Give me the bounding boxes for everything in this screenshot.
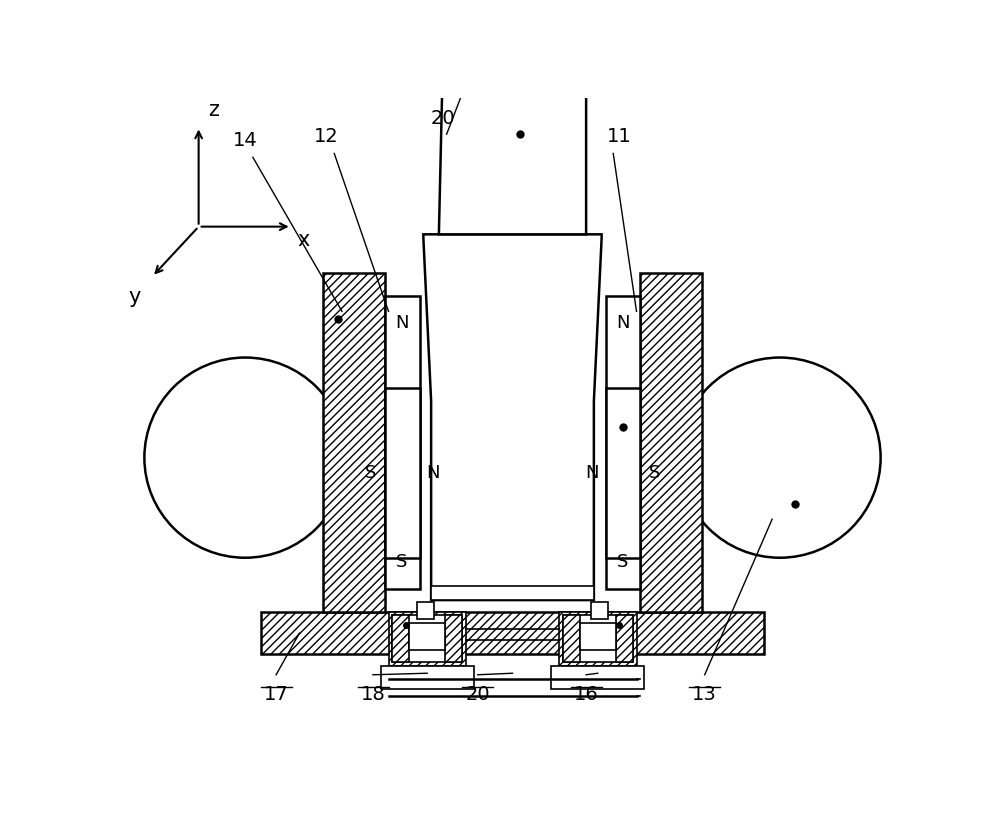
Text: N: N bbox=[585, 464, 598, 482]
Bar bbox=[323, 273, 385, 612]
Bar bbox=[392, 615, 462, 662]
Text: N: N bbox=[616, 314, 629, 332]
PathPatch shape bbox=[423, 234, 602, 600]
Bar bbox=[261, 612, 764, 654]
Text: x: x bbox=[298, 230, 310, 251]
Text: 12: 12 bbox=[314, 127, 339, 145]
Bar bbox=[385, 388, 420, 558]
Bar bbox=[388, 612, 466, 666]
Bar bbox=[385, 296, 420, 588]
Bar bbox=[445, 615, 462, 662]
Text: 17: 17 bbox=[264, 685, 288, 703]
Bar bbox=[417, 602, 434, 619]
Bar bbox=[551, 666, 644, 689]
Text: 18: 18 bbox=[361, 685, 385, 703]
Bar bbox=[431, 587, 594, 600]
Text: 14: 14 bbox=[233, 131, 258, 150]
Text: N: N bbox=[395, 314, 408, 332]
Bar bbox=[580, 623, 616, 650]
Text: 20: 20 bbox=[465, 685, 490, 703]
Bar bbox=[606, 296, 640, 588]
Bar bbox=[409, 623, 445, 650]
Text: y: y bbox=[129, 287, 141, 306]
Text: z: z bbox=[208, 100, 219, 120]
Text: 16: 16 bbox=[574, 685, 598, 703]
Text: S: S bbox=[396, 552, 407, 570]
Bar bbox=[559, 612, 637, 666]
Bar bbox=[563, 615, 580, 662]
Bar bbox=[563, 615, 633, 662]
Text: 11: 11 bbox=[607, 127, 632, 145]
Text: 13: 13 bbox=[692, 685, 717, 703]
Text: N: N bbox=[427, 464, 440, 482]
PathPatch shape bbox=[439, 42, 586, 234]
Bar bbox=[640, 273, 702, 612]
Bar bbox=[392, 615, 409, 662]
Text: S: S bbox=[617, 552, 628, 570]
Text: S: S bbox=[365, 464, 376, 482]
Text: S: S bbox=[649, 464, 660, 482]
Bar bbox=[606, 388, 640, 558]
Text: 20: 20 bbox=[430, 109, 455, 128]
Bar bbox=[591, 602, 608, 619]
Bar bbox=[616, 615, 633, 662]
Bar bbox=[381, 666, 474, 689]
